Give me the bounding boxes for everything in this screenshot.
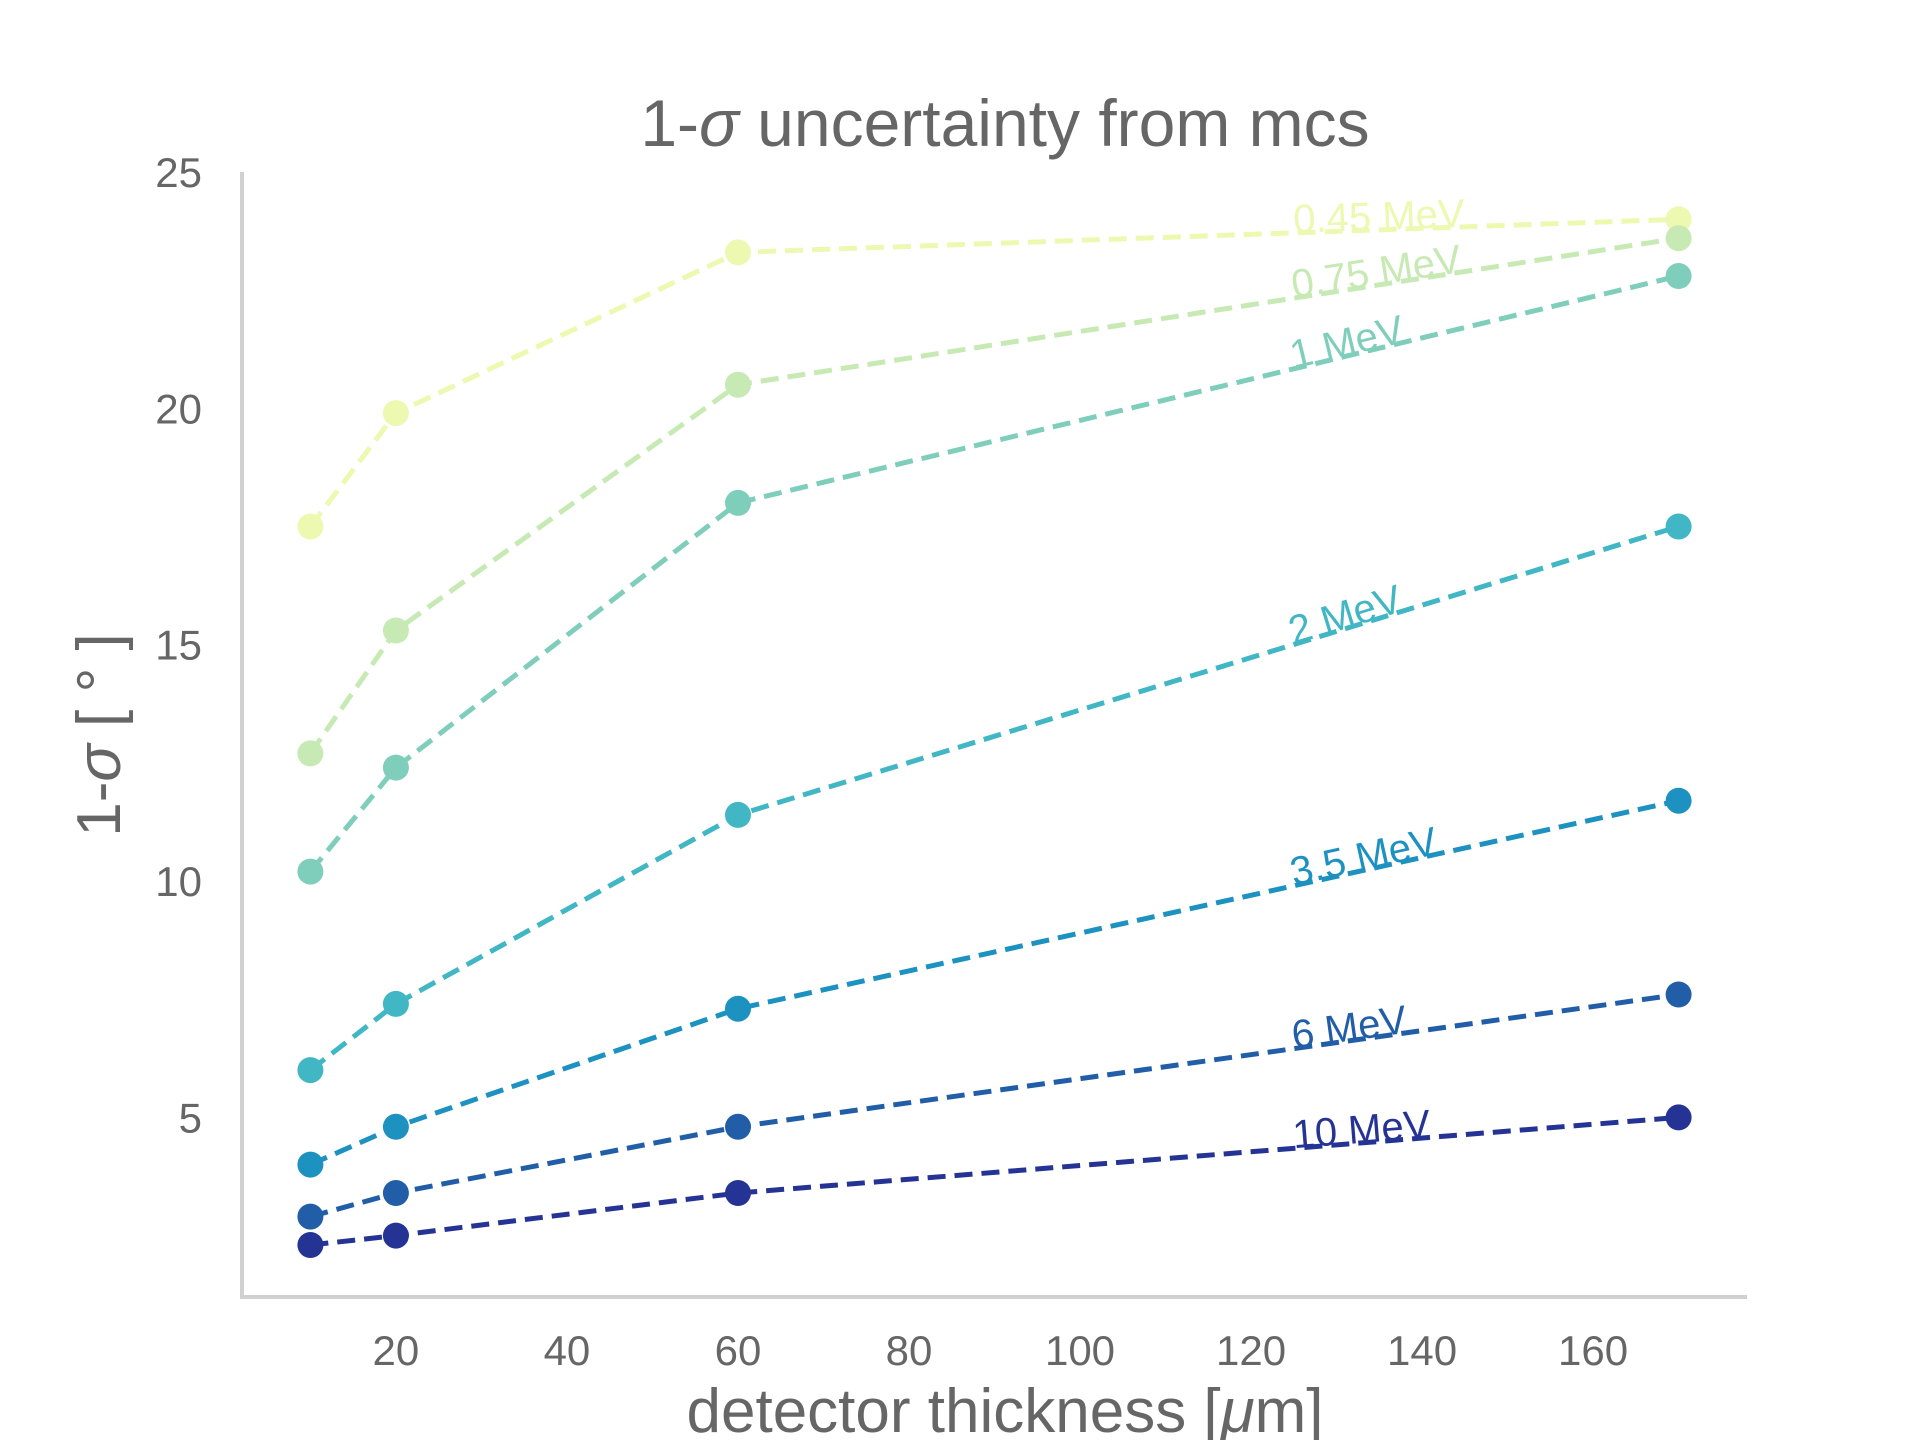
y-tick-labels: 5 10 15 20 25 [155,149,202,1141]
data-point [725,1180,751,1206]
series-line [308,524,1680,1073]
x-tick-label: 100 [1045,1327,1115,1374]
series-label: 0.75 MeV [1288,237,1464,307]
series-line [308,235,1679,755]
series-line [309,798,1680,1167]
series-label: 6 MeV [1289,998,1410,1058]
data-point [725,489,751,516]
data-point [725,1113,751,1140]
data-point [382,617,409,644]
x-tick-label: 40 [544,1327,591,1374]
x-tick-label: 120 [1216,1327,1286,1374]
data-point [297,513,324,540]
data-point [1665,263,1692,289]
axis-spines [240,172,1747,1299]
series-line [308,216,1679,529]
x-tick-label: 80 [886,1327,933,1374]
series-layer [297,206,1692,1258]
data-point [1665,225,1692,252]
series-group [297,1104,1692,1258]
data-point [297,1057,324,1084]
data-point [297,858,324,885]
data-point [1665,787,1692,814]
series-label: 2 MeV [1284,577,1408,653]
series-group [297,225,1692,767]
series-line [309,992,1679,1220]
data-point [297,740,324,767]
series-group [297,263,1692,885]
data-point [382,1222,409,1249]
data-point [1665,513,1692,540]
series-group [297,787,1692,1178]
series-label: 1 MeV [1286,308,1409,378]
series-line [308,273,1680,874]
x-tick-labels: 20 40 60 80 100 120 140 160 [373,1327,1629,1374]
y-tick-label: 15 [155,622,202,669]
data-point [1665,1104,1692,1131]
series-label: 10 MeV [1291,1102,1432,1157]
data-point [382,1113,409,1140]
series-group [297,513,1692,1084]
chart-title: 1-σ uncertainty from mcs [640,86,1369,160]
y-tick-label: 10 [155,858,202,905]
series-group [297,206,1692,540]
x-tick-label: 20 [373,1327,420,1374]
data-point [1665,981,1692,1008]
series-label: 0.45 MeV [1293,192,1466,242]
data-point [382,400,409,427]
x-tick-label: 60 [715,1327,762,1374]
data-point [297,1203,324,1230]
y-tick-label: 20 [155,385,202,432]
y-tick-label: 5 [179,1094,202,1141]
x-tick-label: 160 [1558,1327,1628,1374]
data-point [725,801,751,828]
data-point [725,995,751,1022]
x-axis-label: detector thickness [μm] [687,1377,1324,1440]
y-axis-label: 1-σ [ ° ] [65,633,134,836]
series-label: 3.5 MeV [1286,819,1441,894]
data-point [1665,206,1692,233]
data-point [725,239,751,266]
data-point [382,1180,409,1206]
data-point [297,1232,324,1258]
x-tick-label: 140 [1387,1327,1457,1374]
data-point [382,990,409,1017]
y-tick-label: 25 [155,149,202,196]
data-point [382,754,409,781]
data-point [297,1151,324,1178]
series-line [310,1114,1679,1248]
data-point [725,371,751,398]
series-group [297,981,1692,1230]
